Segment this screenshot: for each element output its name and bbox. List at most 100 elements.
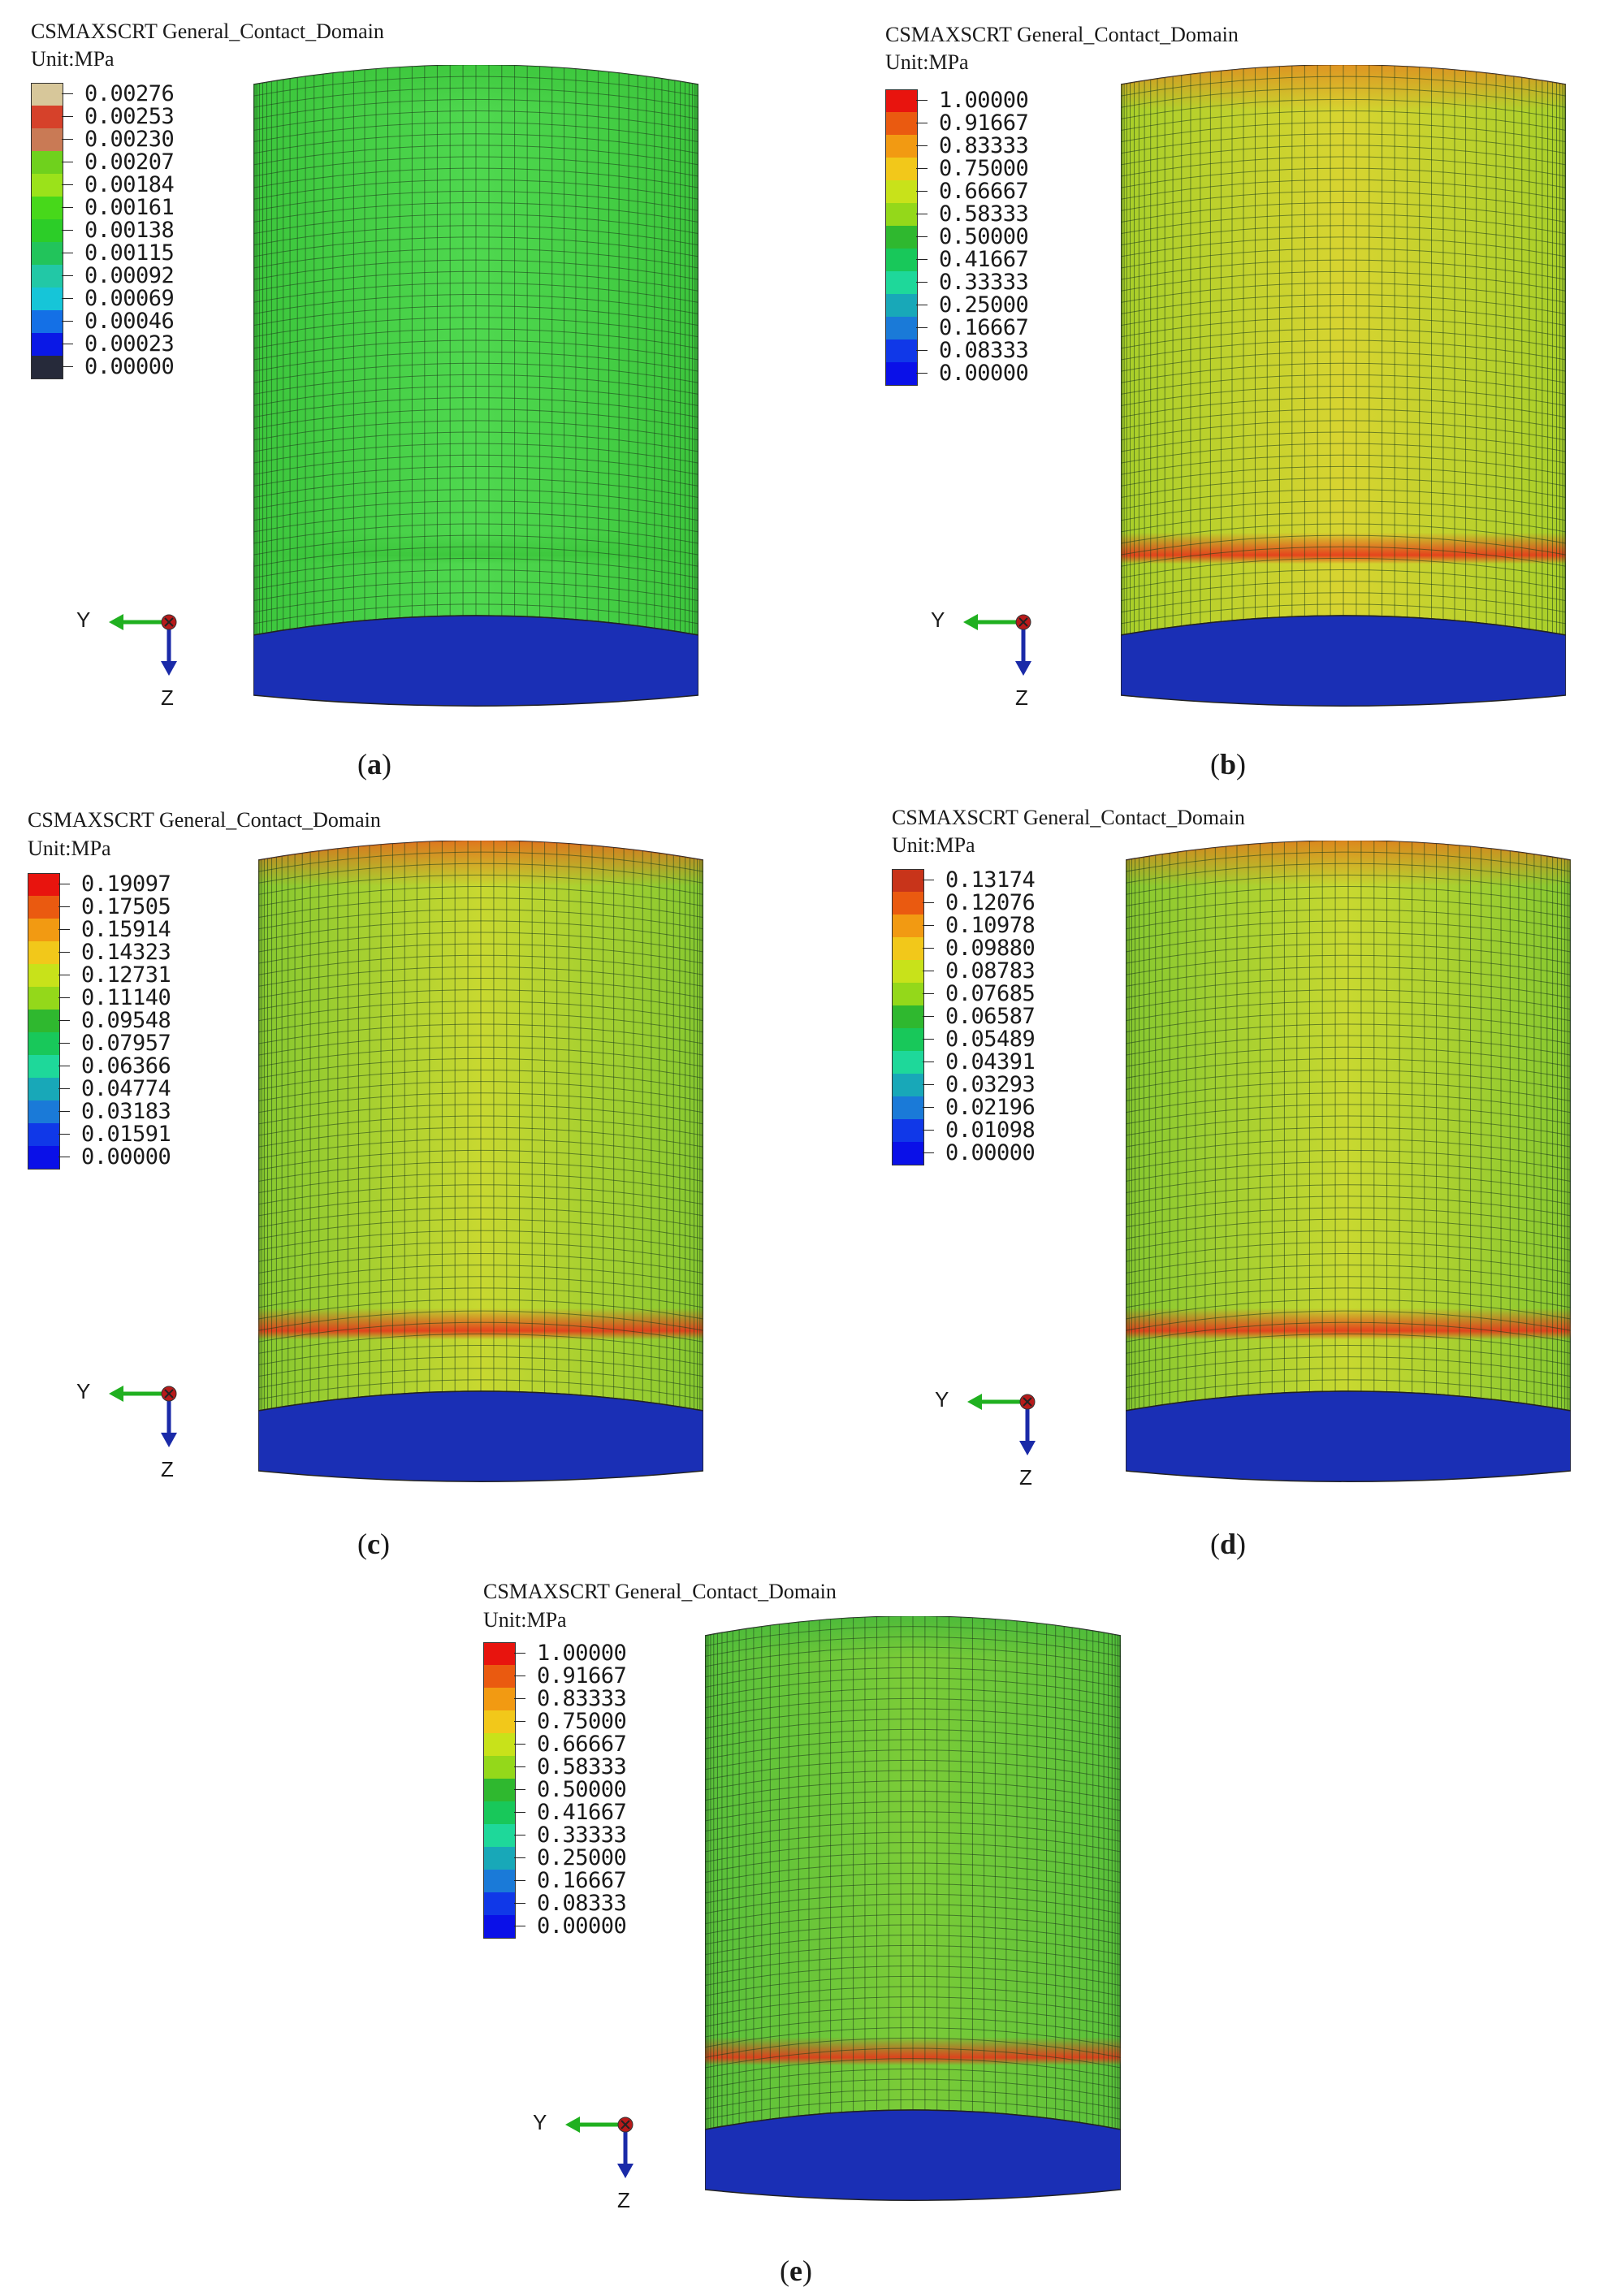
legend-swatch (31, 106, 63, 128)
axis-z-label: Z (161, 1457, 174, 1481)
legend-swatch (885, 135, 918, 158)
legend-swatch (483, 1733, 516, 1756)
legend-tick (923, 1130, 934, 1131)
legend-swatch (483, 1801, 516, 1824)
legend-value: 0.00207 (84, 149, 175, 175)
legend-value: 0.11140 (81, 985, 171, 1010)
unit-label: Unit:MPa (28, 837, 111, 860)
legend-swatch (885, 180, 918, 203)
legend-tick (58, 1134, 70, 1135)
legend-value: 0.19097 (81, 871, 171, 897)
legend-value: 0.08783 (945, 958, 1036, 984)
axis-y-label: Y (76, 1379, 91, 1403)
legend-tick (514, 1812, 525, 1813)
legend-swatch (892, 915, 924, 937)
contour-plot (705, 1616, 1121, 2201)
legend-tick (916, 373, 928, 374)
legend-swatch (483, 1710, 516, 1733)
legend-value: 0.06587 (945, 1004, 1036, 1029)
legend-value: 0.00230 (84, 127, 175, 152)
legend-swatch (885, 89, 918, 113)
legend-tick (916, 327, 928, 328)
contour-title: CSMAXSCRT General_Contact_Domain (892, 806, 1245, 829)
legend-value: 0.58333 (537, 1754, 627, 1779)
legend-swatch (483, 1665, 516, 1688)
legend-tick (58, 1020, 70, 1021)
caption-close: ) (382, 748, 391, 780)
mesh-grid (258, 841, 703, 1411)
legend-tick (514, 1880, 525, 1881)
legend-swatch (483, 1779, 516, 1801)
legend-value: 0.00000 (84, 354, 175, 379)
legend-swatch (892, 869, 924, 893)
panel-caption: (e) (780, 2254, 812, 2288)
legend-value: 0.17505 (81, 894, 171, 919)
legend-swatch (892, 1051, 924, 1074)
caption-close: ) (1236, 1528, 1247, 1560)
legend-swatch (31, 219, 63, 242)
legend-value: 0.00253 (84, 104, 175, 129)
legend-value: 0.08333 (939, 338, 1029, 363)
legend-tick (514, 1835, 525, 1836)
panel-caption: (d) (1210, 1527, 1246, 1561)
caption-close: ) (1236, 748, 1247, 780)
legend-tick (923, 993, 934, 994)
legend-value: 1.00000 (537, 1641, 627, 1666)
legend-swatch (483, 1847, 516, 1870)
legend-value: 0.12731 (81, 962, 171, 988)
legend-swatch (483, 1915, 516, 1939)
legend-tick (62, 139, 73, 140)
legend-tick (923, 1107, 934, 1108)
legend-value: 0.75000 (939, 156, 1029, 181)
unit-label: Unit:MPa (483, 1608, 567, 1632)
legend-value: 0.75000 (537, 1709, 627, 1734)
legend-swatch (31, 333, 63, 356)
axis-z-label: Z (617, 2188, 630, 2212)
contour-title: CSMAXSCRT General_Contact_Domain (28, 808, 381, 832)
axis-z-label: Z (1019, 1465, 1032, 1490)
legend-value: 0.00000 (537, 1913, 627, 1939)
legend-tick (916, 236, 928, 237)
panel-caption: (a) (357, 747, 391, 781)
legend-swatch (28, 1032, 60, 1055)
legend-swatch (892, 1074, 924, 1096)
contour-plot (1126, 841, 1571, 1482)
legend-value: 0.58333 (939, 201, 1029, 227)
legend-swatch (892, 1142, 924, 1165)
legend-tick (923, 902, 934, 903)
legend-value: 0.14323 (81, 940, 171, 965)
legend-value: 0.16667 (939, 315, 1029, 340)
base-ring (253, 615, 698, 707)
legend-swatch (31, 356, 63, 379)
legend-tick (514, 1721, 525, 1722)
legend-tick (62, 275, 73, 276)
legend-swatch (31, 242, 63, 265)
legend-value: 0.50000 (939, 224, 1029, 249)
legend-tick (916, 168, 928, 169)
legend-value: 0.83333 (537, 1686, 627, 1711)
legend-tick (58, 906, 70, 907)
legend-value: 0.03293 (945, 1072, 1036, 1097)
legend-swatch (892, 937, 924, 960)
legend-value: 0.01591 (81, 1122, 171, 1147)
caption-letter: c (367, 1528, 380, 1560)
legend-swatch (885, 158, 918, 180)
legend-value: 0.33333 (939, 270, 1029, 295)
legend-swatch (885, 203, 918, 226)
contour-title: CSMAXSCRT General_Contact_Domain (31, 19, 384, 43)
legend-tick (514, 1744, 525, 1745)
base-ring (705, 2109, 1121, 2201)
caption-letter: e (789, 2255, 802, 2287)
caption-close: ) (379, 1528, 390, 1560)
legend-tick (923, 925, 934, 926)
legend-swatch (885, 112, 918, 135)
legend-tick (62, 366, 73, 367)
legend-value: 0.09880 (945, 936, 1036, 961)
legend-swatch (892, 892, 924, 915)
legend-value: 0.00161 (84, 195, 175, 220)
caption-letter: d (1220, 1528, 1237, 1560)
legend-value: 0.07957 (81, 1031, 171, 1056)
legend-tick (916, 100, 928, 101)
legend-value: 0.41667 (939, 247, 1029, 272)
legend-swatch (885, 339, 918, 362)
